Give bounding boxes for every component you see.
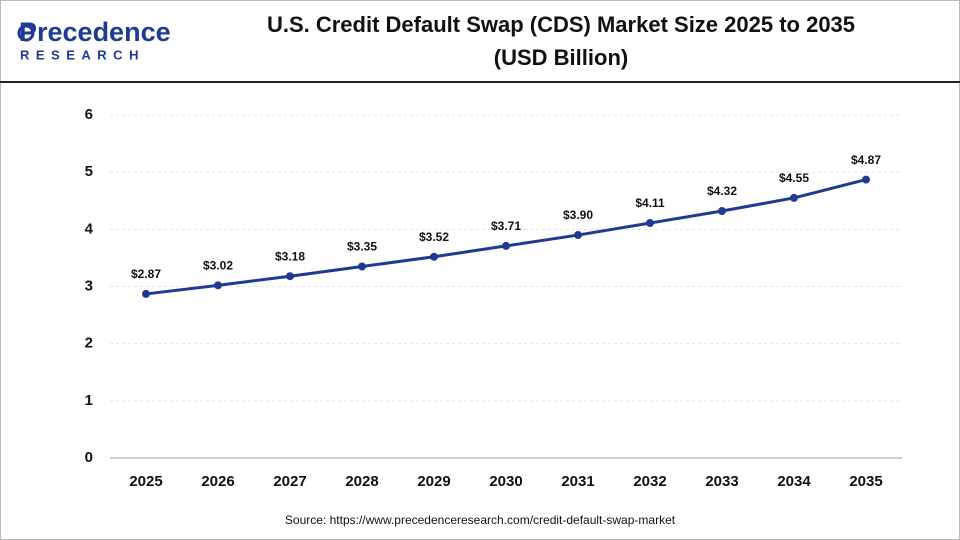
- point: [718, 207, 726, 216]
- value-label: $3.90: [563, 208, 593, 222]
- x-tick-label: 2035: [849, 473, 882, 490]
- y-tick-label: 1: [85, 392, 93, 409]
- point: [502, 241, 510, 250]
- y-tick-label: 0: [85, 449, 93, 466]
- source: Source: https://www.precedenceresearch.c…: [285, 513, 676, 527]
- y-tick-label: 4: [85, 220, 94, 237]
- value-label: $4.55: [779, 171, 809, 185]
- x-tick-label: 2031: [561, 473, 594, 490]
- value-label: $3.52: [419, 230, 449, 244]
- x-tick-label: 2032: [633, 473, 666, 490]
- x-tick-label: 2027: [273, 473, 306, 490]
- value-label: $3.71: [491, 219, 521, 233]
- x-tick-label: 2030: [489, 473, 522, 490]
- x-tick-label: 2029: [417, 473, 450, 490]
- point: [574, 231, 582, 240]
- value-label: $3.18: [275, 249, 305, 263]
- x-tick-label: 2025: [129, 473, 162, 490]
- logo-name: Precedence: [19, 17, 171, 47]
- value-label: $4.11: [635, 196, 665, 210]
- point: [862, 175, 870, 184]
- logo-mark: [17, 24, 35, 42]
- x-tick-label: 2033: [705, 473, 738, 490]
- value-label: $2.87: [131, 267, 161, 281]
- x-tick-label: 2026: [201, 473, 234, 490]
- point: [358, 262, 366, 271]
- y-tick-label: 6: [85, 106, 93, 123]
- value-label: $4.87: [851, 153, 881, 167]
- value-label: $4.32: [707, 184, 737, 198]
- point: [646, 219, 654, 228]
- x-tick-label: 2028: [345, 473, 378, 490]
- y-tick-label: 5: [85, 163, 93, 180]
- chart-subtitle: (USD Billion): [494, 45, 628, 70]
- chart-title: U.S. Credit Default Swap (CDS) Market Si…: [267, 12, 855, 37]
- point: [430, 252, 438, 261]
- point: [790, 193, 798, 202]
- point: [142, 289, 150, 298]
- point: [286, 272, 294, 281]
- logo-tagline: RESEARCH: [20, 47, 145, 62]
- value-label: $3.35: [347, 240, 377, 254]
- value-label: $3.02: [203, 259, 233, 273]
- point: [214, 281, 222, 290]
- y-tick-label: 3: [85, 277, 93, 294]
- x-tick-label: 2034: [777, 473, 811, 490]
- y-tick-label: 2: [85, 335, 93, 352]
